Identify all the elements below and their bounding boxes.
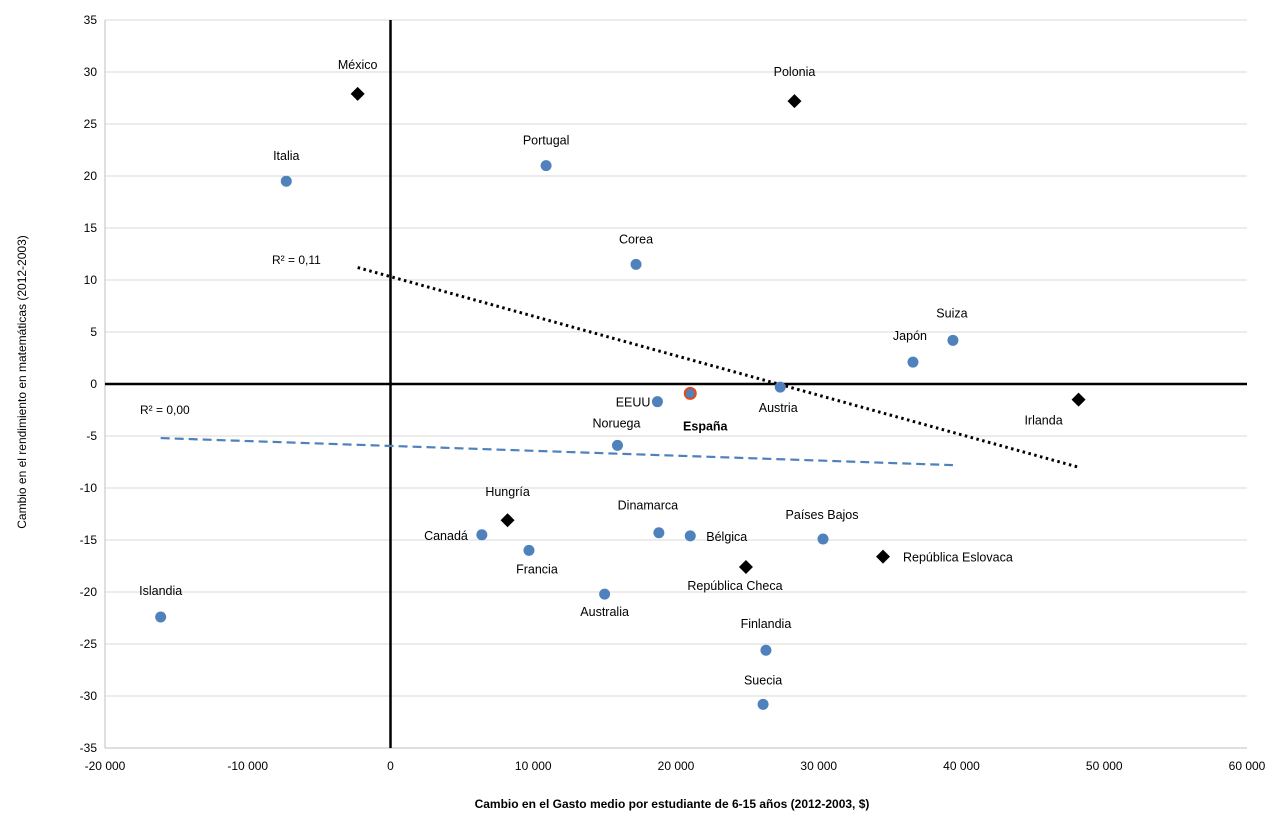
point-belgica <box>685 530 696 541</box>
x-tick-label: 30 000 <box>800 759 837 773</box>
label-espana: España <box>683 419 729 433</box>
point-eeuu <box>652 396 663 407</box>
point-corea <box>631 259 642 270</box>
label-republica-eslovaca: República Eslovaca <box>903 551 1013 565</box>
label-japon: Japón <box>893 329 927 343</box>
point-portugal <box>541 160 552 171</box>
point-italia <box>281 176 292 187</box>
label-mexico: México <box>338 58 378 72</box>
y-tick-label: -15 <box>80 533 98 547</box>
y-tick-label: 10 <box>84 273 98 287</box>
label-republica-checa: República Checa <box>687 579 782 593</box>
label-canada: Canadá <box>424 529 468 543</box>
label-portugal: Portugal <box>523 134 570 148</box>
label-eeuu: EEUU <box>616 396 651 410</box>
label-hungria: Hungría <box>485 485 530 499</box>
trendline-dotted <box>358 268 1079 468</box>
point-irlanda <box>1072 393 1086 407</box>
x-tick-label: 50 000 <box>1086 759 1123 773</box>
label-islandia: Islandia <box>139 584 182 598</box>
label-paises-bajos: Países Bajos <box>786 508 859 522</box>
x-tick-label: 60 000 <box>1229 759 1266 773</box>
point-espana <box>685 388 696 399</box>
y-tick-label: -35 <box>80 741 98 755</box>
point-dinamarca <box>653 527 664 538</box>
y-tick-label: -10 <box>80 481 98 495</box>
x-axis-title: Cambio en el Gasto medio por estudiante … <box>475 797 870 811</box>
point-suecia <box>758 699 769 710</box>
y-tick-label: 25 <box>84 117 98 131</box>
point-australia <box>599 589 610 600</box>
label-polonia: Polonia <box>774 65 816 79</box>
trendlines <box>161 268 1079 468</box>
y-tick-label: 5 <box>90 325 97 339</box>
y-tick-label: -20 <box>80 585 98 599</box>
y-tick-label: 15 <box>84 221 98 235</box>
label-italia: Italia <box>273 149 299 163</box>
point-suiza <box>947 335 958 346</box>
y-tick-label: 20 <box>84 169 98 183</box>
x-tick-label: -20 000 <box>85 759 126 773</box>
point-japon <box>907 357 918 368</box>
y-tick-label: 30 <box>84 65 98 79</box>
point-noruega <box>612 440 623 451</box>
point-austria <box>775 382 786 393</box>
r-squared-label: R² = 0,11 <box>272 253 321 267</box>
point-finlandia <box>760 645 771 656</box>
x-tick-label: -10 000 <box>227 759 268 773</box>
x-tick-label: 10 000 <box>515 759 552 773</box>
label-noruega: Noruega <box>592 416 640 430</box>
y-tick-label: -30 <box>80 689 98 703</box>
label-irlanda: Irlanda <box>1024 414 1062 428</box>
label-austria: Austria <box>759 401 798 415</box>
x-tick-label: 20 000 <box>658 759 695 773</box>
label-suiza: Suiza <box>936 306 967 320</box>
axes <box>105 20 1247 748</box>
y-tick-labels: 35 30 25 20 15 10 5 0 -5 -10 -15 -20 -25 -30 -35 <box>80 13 98 755</box>
point-republica-eslovaca <box>876 550 890 564</box>
point-mexico <box>351 87 365 101</box>
trendline-dashed <box>161 438 953 465</box>
point-paises-bajos <box>818 533 829 544</box>
label-finlandia: Finlandia <box>741 617 792 631</box>
y-tick-label: 0 <box>90 377 97 391</box>
point-republica-checa <box>739 560 753 574</box>
point-canada <box>476 529 487 540</box>
y-tick-label: -25 <box>80 637 98 651</box>
label-suecia: Suecia <box>744 673 782 687</box>
point-polonia <box>787 94 801 108</box>
label-dinamarca: Dinamarca <box>618 499 678 513</box>
point-hungria <box>501 513 515 527</box>
label-australia: Australia <box>580 605 629 619</box>
r-squared-label: R² = 0,00 <box>140 403 190 417</box>
y-axis-title: Cambio en el rendimiento en matemáticas … <box>15 235 29 529</box>
label-francia: Francia <box>516 562 558 576</box>
y-tick-label: -5 <box>86 429 97 443</box>
point-francia <box>523 545 534 556</box>
y-tick-label: 35 <box>84 13 98 27</box>
point-islandia <box>155 611 166 622</box>
label-corea: Corea <box>619 232 653 246</box>
x-tick-label: 0 <box>387 759 394 773</box>
x-tick-label: 40 000 <box>943 759 980 773</box>
x-tick-labels: -20 000 -10 000 0 10 000 20 000 30 000 40 000 5… <box>85 759 1266 773</box>
label-belgica: Bélgica <box>706 530 747 544</box>
